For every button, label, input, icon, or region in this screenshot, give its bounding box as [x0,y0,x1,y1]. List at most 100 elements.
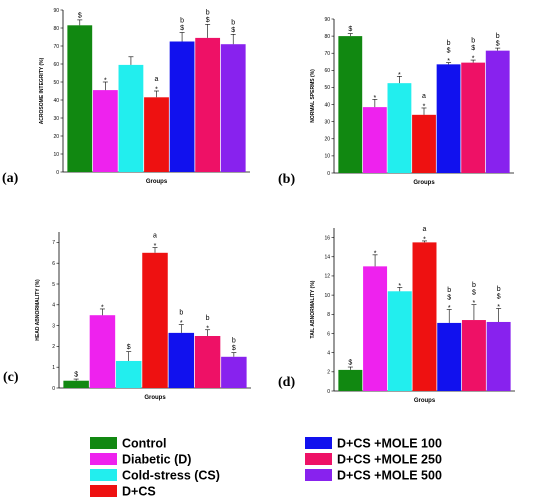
y-tick-label: 14 [324,255,330,261]
legend-item-5: D+CS +MOLE 100 [305,437,442,451]
significance-mark: * [423,103,426,110]
legend-swatch [305,437,332,449]
x-axis-label: Groups [146,179,168,185]
y-tick-label: 16 [324,235,330,241]
y-tick-label: 0 [52,386,55,392]
panel-label: (d) [278,375,295,390]
significance-mark: * [398,283,401,290]
legend-label: D+CS +MOLE 250 [337,453,442,467]
significance-mark: b [232,338,236,345]
y-tick-label: 70 [324,51,330,57]
significance-mark: b [496,33,500,40]
significance-mark: b [206,9,210,16]
significance-mark: * [104,78,107,85]
y-tick-label: 50 [53,80,59,86]
y-tick-label: 2 [52,344,55,350]
significance-mark: * [448,305,451,312]
bar-2 [89,315,116,388]
legend-swatch [90,437,117,449]
y-axis-label: HEAD ABNORMALITY (%) [35,279,41,341]
y-tick-label: 12 [324,274,330,280]
legend-swatch [90,453,117,465]
y-axis-label: ACROSOME INTEGRITY (%) [39,57,45,124]
legend-swatch [305,453,332,465]
significance-mark: * [374,250,377,257]
bar-3 [387,83,412,173]
legend-item-6: D+CS +MOLE 250 [305,453,442,467]
significance-mark: * [473,300,476,307]
bar-7 [486,321,511,391]
bar-5 [436,64,461,173]
legend-label: D+CS +MOLE 500 [337,469,442,483]
y-tick-label: 80 [324,34,330,40]
significance-mark: b [180,18,184,25]
y-tick-label: 20 [324,137,330,143]
significance-mark: $ [74,372,78,379]
legend-item-4: D+CS [90,485,156,499]
y-tick-label: 0 [327,171,330,177]
x-axis-label: Groups [413,180,435,186]
y-tick-label: 6 [327,331,330,337]
significance-mark: b [497,286,501,293]
significance-mark: b [472,282,476,289]
significance-mark: $ [127,344,131,351]
y-tick-label: 30 [53,116,59,122]
legend-item-1: Control [90,437,166,451]
legend-item-3: Cold-stress (CS) [90,469,220,483]
significance-mark: * [398,72,401,79]
significance-mark: a [155,76,159,83]
y-tick-label: 6 [52,261,55,267]
legend-label: D+CS [122,485,156,499]
significance-mark: $ [206,17,210,24]
y-axis-label: TAIL ABNORMALITY (%) [310,280,316,338]
y-tick-label: 50 [324,85,330,91]
bar-1 [63,380,89,388]
y-tick-label: 2 [327,370,330,376]
y-tick-label: 0 [56,170,59,176]
y-tick-label: 60 [53,62,59,68]
x-axis-label: Groups [144,395,166,401]
significance-mark: * [472,56,475,63]
legend-item-2: Diabetic (D) [90,453,191,467]
significance-mark: $ [78,12,82,19]
y-tick-label: 10 [53,152,59,158]
y-tick-label: 4 [327,350,330,356]
bar-5 [437,322,462,391]
legend-label: Diabetic (D) [122,453,191,467]
bar-3 [115,360,142,388]
bar-2 [363,266,388,391]
y-tick-label: 1 [52,365,55,371]
bar-4 [144,97,169,172]
legend-label: Control [122,437,166,451]
bar-2 [92,90,118,172]
significance-mark: $ [180,25,184,32]
significance-mark: * [101,304,104,311]
significance-mark: a [423,226,427,233]
y-tick-label: 90 [324,17,330,23]
significance-mark: $ [496,41,500,48]
bar-5 [168,332,195,388]
significance-mark: $ [447,48,451,55]
significance-mark: * [497,304,500,311]
y-tick-label: 20 [53,134,59,140]
bar-2 [362,107,387,173]
bar-6 [461,62,486,174]
y-axis-label: NORMAL SPERMS (%) [310,69,316,123]
bar-6 [461,320,486,391]
bar-7 [221,356,247,388]
y-tick-label: 8 [327,312,330,318]
legend-swatch [90,469,117,481]
legend-swatch [305,469,332,481]
significance-mark: * [447,58,450,65]
panel-label: (c) [3,370,19,385]
significance-mark: * [154,243,157,250]
legend-swatch [90,485,117,497]
y-tick-label: 80 [53,26,59,32]
panel-label: (b) [278,172,295,187]
y-tick-label: 10 [324,293,330,299]
bar-5 [169,41,195,172]
